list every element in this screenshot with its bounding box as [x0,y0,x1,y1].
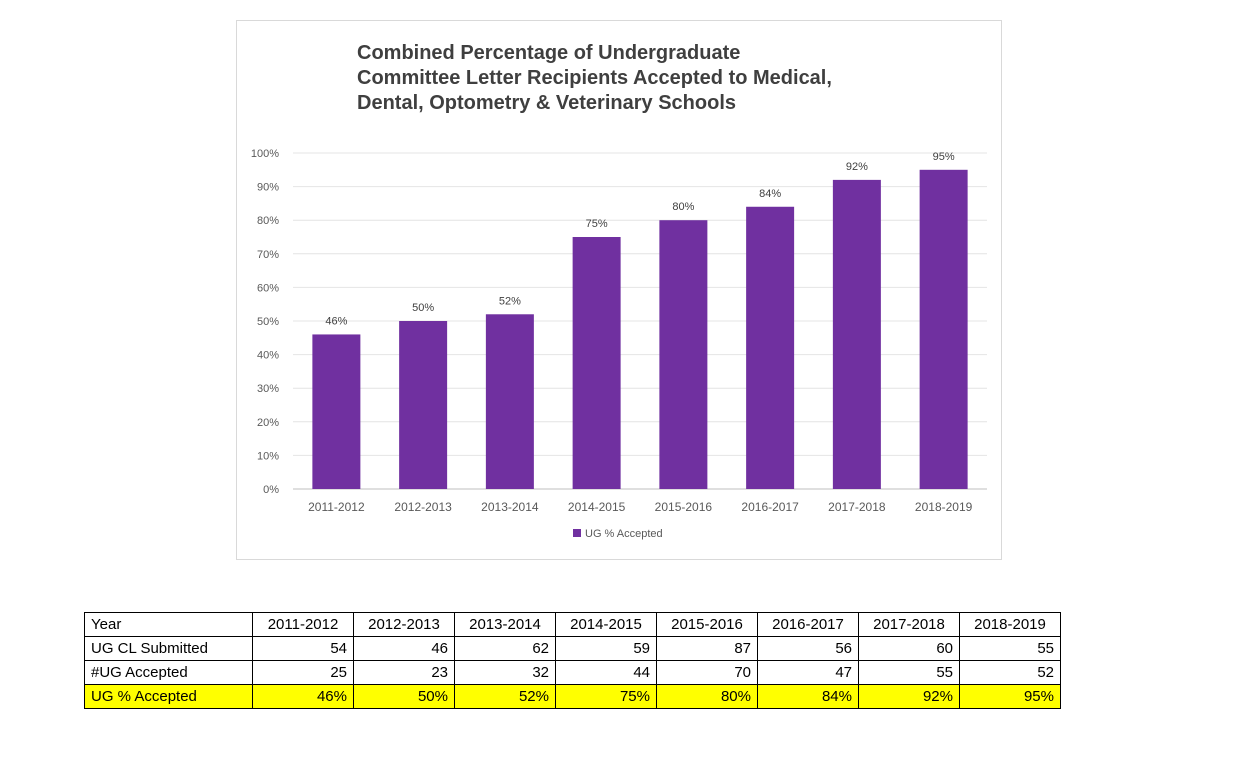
table-header-cell: Year [84,612,253,637]
table-cell: 95% [959,684,1061,709]
y-tick-label: 100% [251,148,279,160]
table-header-cell: 2015-2016 [656,612,758,637]
legend-label: UG % Accepted [585,528,663,540]
table-cell: 59 [555,636,657,661]
bar [312,334,361,489]
bar [659,220,708,489]
bar [399,321,448,489]
data-label: 50% [412,302,434,314]
table-cell: 52% [454,684,556,709]
chart-container: Combined Percentage of Undergraduate Com… [236,20,1002,560]
table-cell: 47 [757,660,859,685]
table-header-row: Year 2011-2012 2012-2013 2013-2014 2014-… [84,612,1061,637]
table-header-cell: 2012-2013 [353,612,455,637]
table-cell: 52 [959,660,1061,685]
table-cell: 23 [353,660,455,685]
y-tick-label: 50% [257,316,279,328]
table-row: #UG Accepted 25 23 32 44 70 47 55 52 [84,660,1061,685]
bar-chart: 0% 10% 20% 30% 40% 50% 60% 70% 80% 90% 100% 46% 2011… [251,148,987,540]
table-cell: 55 [858,660,960,685]
table-cell: 80% [656,684,758,709]
data-table: Year 2011-2012 2012-2013 2013-2014 2014-… [84,612,1061,709]
table-row: UG CL Submitted 54 46 62 59 87 56 60 55 [84,636,1061,661]
table-cell: 32 [454,660,556,685]
bar [572,237,621,489]
table-row-label: #UG Accepted [84,660,253,685]
x-tick-label: 2016-2017 [741,500,799,514]
table-cell: 56 [757,636,859,661]
bar [919,169,968,490]
table-cell: 70 [656,660,758,685]
data-label: 95% [933,151,955,163]
data-label: 80% [672,201,694,213]
table-header-cell: 2014-2015 [555,612,657,637]
table-cell: 54 [252,636,354,661]
data-label: 84% [759,188,781,200]
legend-swatch [573,529,581,537]
bar [832,179,881,489]
table-cell: 50% [353,684,455,709]
y-tick-label: 70% [257,249,279,261]
x-tick-label: 2011-2012 [308,500,365,514]
chart-title: Combined Percentage of Undergraduate Com… [357,42,832,114]
table-row-highlighted: UG % Accepted 46% 50% 52% 75% 80% 84% 92… [84,684,1061,709]
table-cell: 75% [555,684,657,709]
table-header-cell: 2013-2014 [454,612,556,637]
data-label: 52% [499,295,521,307]
x-tick-label: 2014-2015 [568,500,626,514]
table-cell: 25 [252,660,354,685]
y-tick-label: 30% [257,383,279,395]
table-cell: 62 [454,636,556,661]
y-tick-label: 10% [257,450,279,462]
y-tick-label: 20% [257,417,279,429]
data-label: 75% [586,218,608,230]
table-cell: 60 [858,636,960,661]
table-header-cell: 2018-2019 [959,612,1061,637]
x-tick-label: 2015-2016 [655,500,713,514]
y-tick-label: 80% [257,215,279,227]
bar [485,314,534,489]
data-label: 92% [846,161,868,173]
table-cell: 46% [252,684,354,709]
table-cell: 92% [858,684,960,709]
table-header-cell: 2016-2017 [757,612,859,637]
x-tick-label: 2012-2013 [394,500,452,514]
table-row-label: UG % Accepted [84,684,253,709]
y-tick-label: 40% [257,350,279,362]
x-tick-label: 2013-2014 [481,500,539,514]
table-cell: 84% [757,684,859,709]
y-tick-label: 0% [263,484,279,496]
table-header-cell: 2017-2018 [858,612,960,637]
table-cell: 46 [353,636,455,661]
table-row-label: UG CL Submitted [84,636,253,661]
y-tick-label: 90% [257,182,279,194]
x-tick-label: 2017-2018 [828,500,886,514]
y-tick-label: 60% [257,282,279,294]
table-cell: 87 [656,636,758,661]
table-cell: 55 [959,636,1061,661]
table-header-cell: 2011-2012 [252,612,354,637]
x-tick-label: 2018-2019 [915,500,973,514]
data-label: 46% [325,315,347,327]
bar [746,206,795,489]
table-cell: 44 [555,660,657,685]
